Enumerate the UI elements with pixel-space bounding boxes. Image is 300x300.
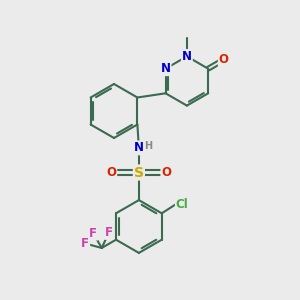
Text: H: H [144,140,152,151]
Text: F: F [81,237,89,250]
Text: O: O [161,166,172,179]
Text: N: N [134,141,144,154]
Text: O: O [219,53,229,66]
Text: N: N [160,62,171,75]
Text: N: N [182,50,192,63]
Text: F: F [105,226,113,239]
Text: F: F [89,226,97,240]
Text: O: O [106,166,116,179]
Text: S: S [134,166,144,179]
Text: Cl: Cl [176,198,189,211]
